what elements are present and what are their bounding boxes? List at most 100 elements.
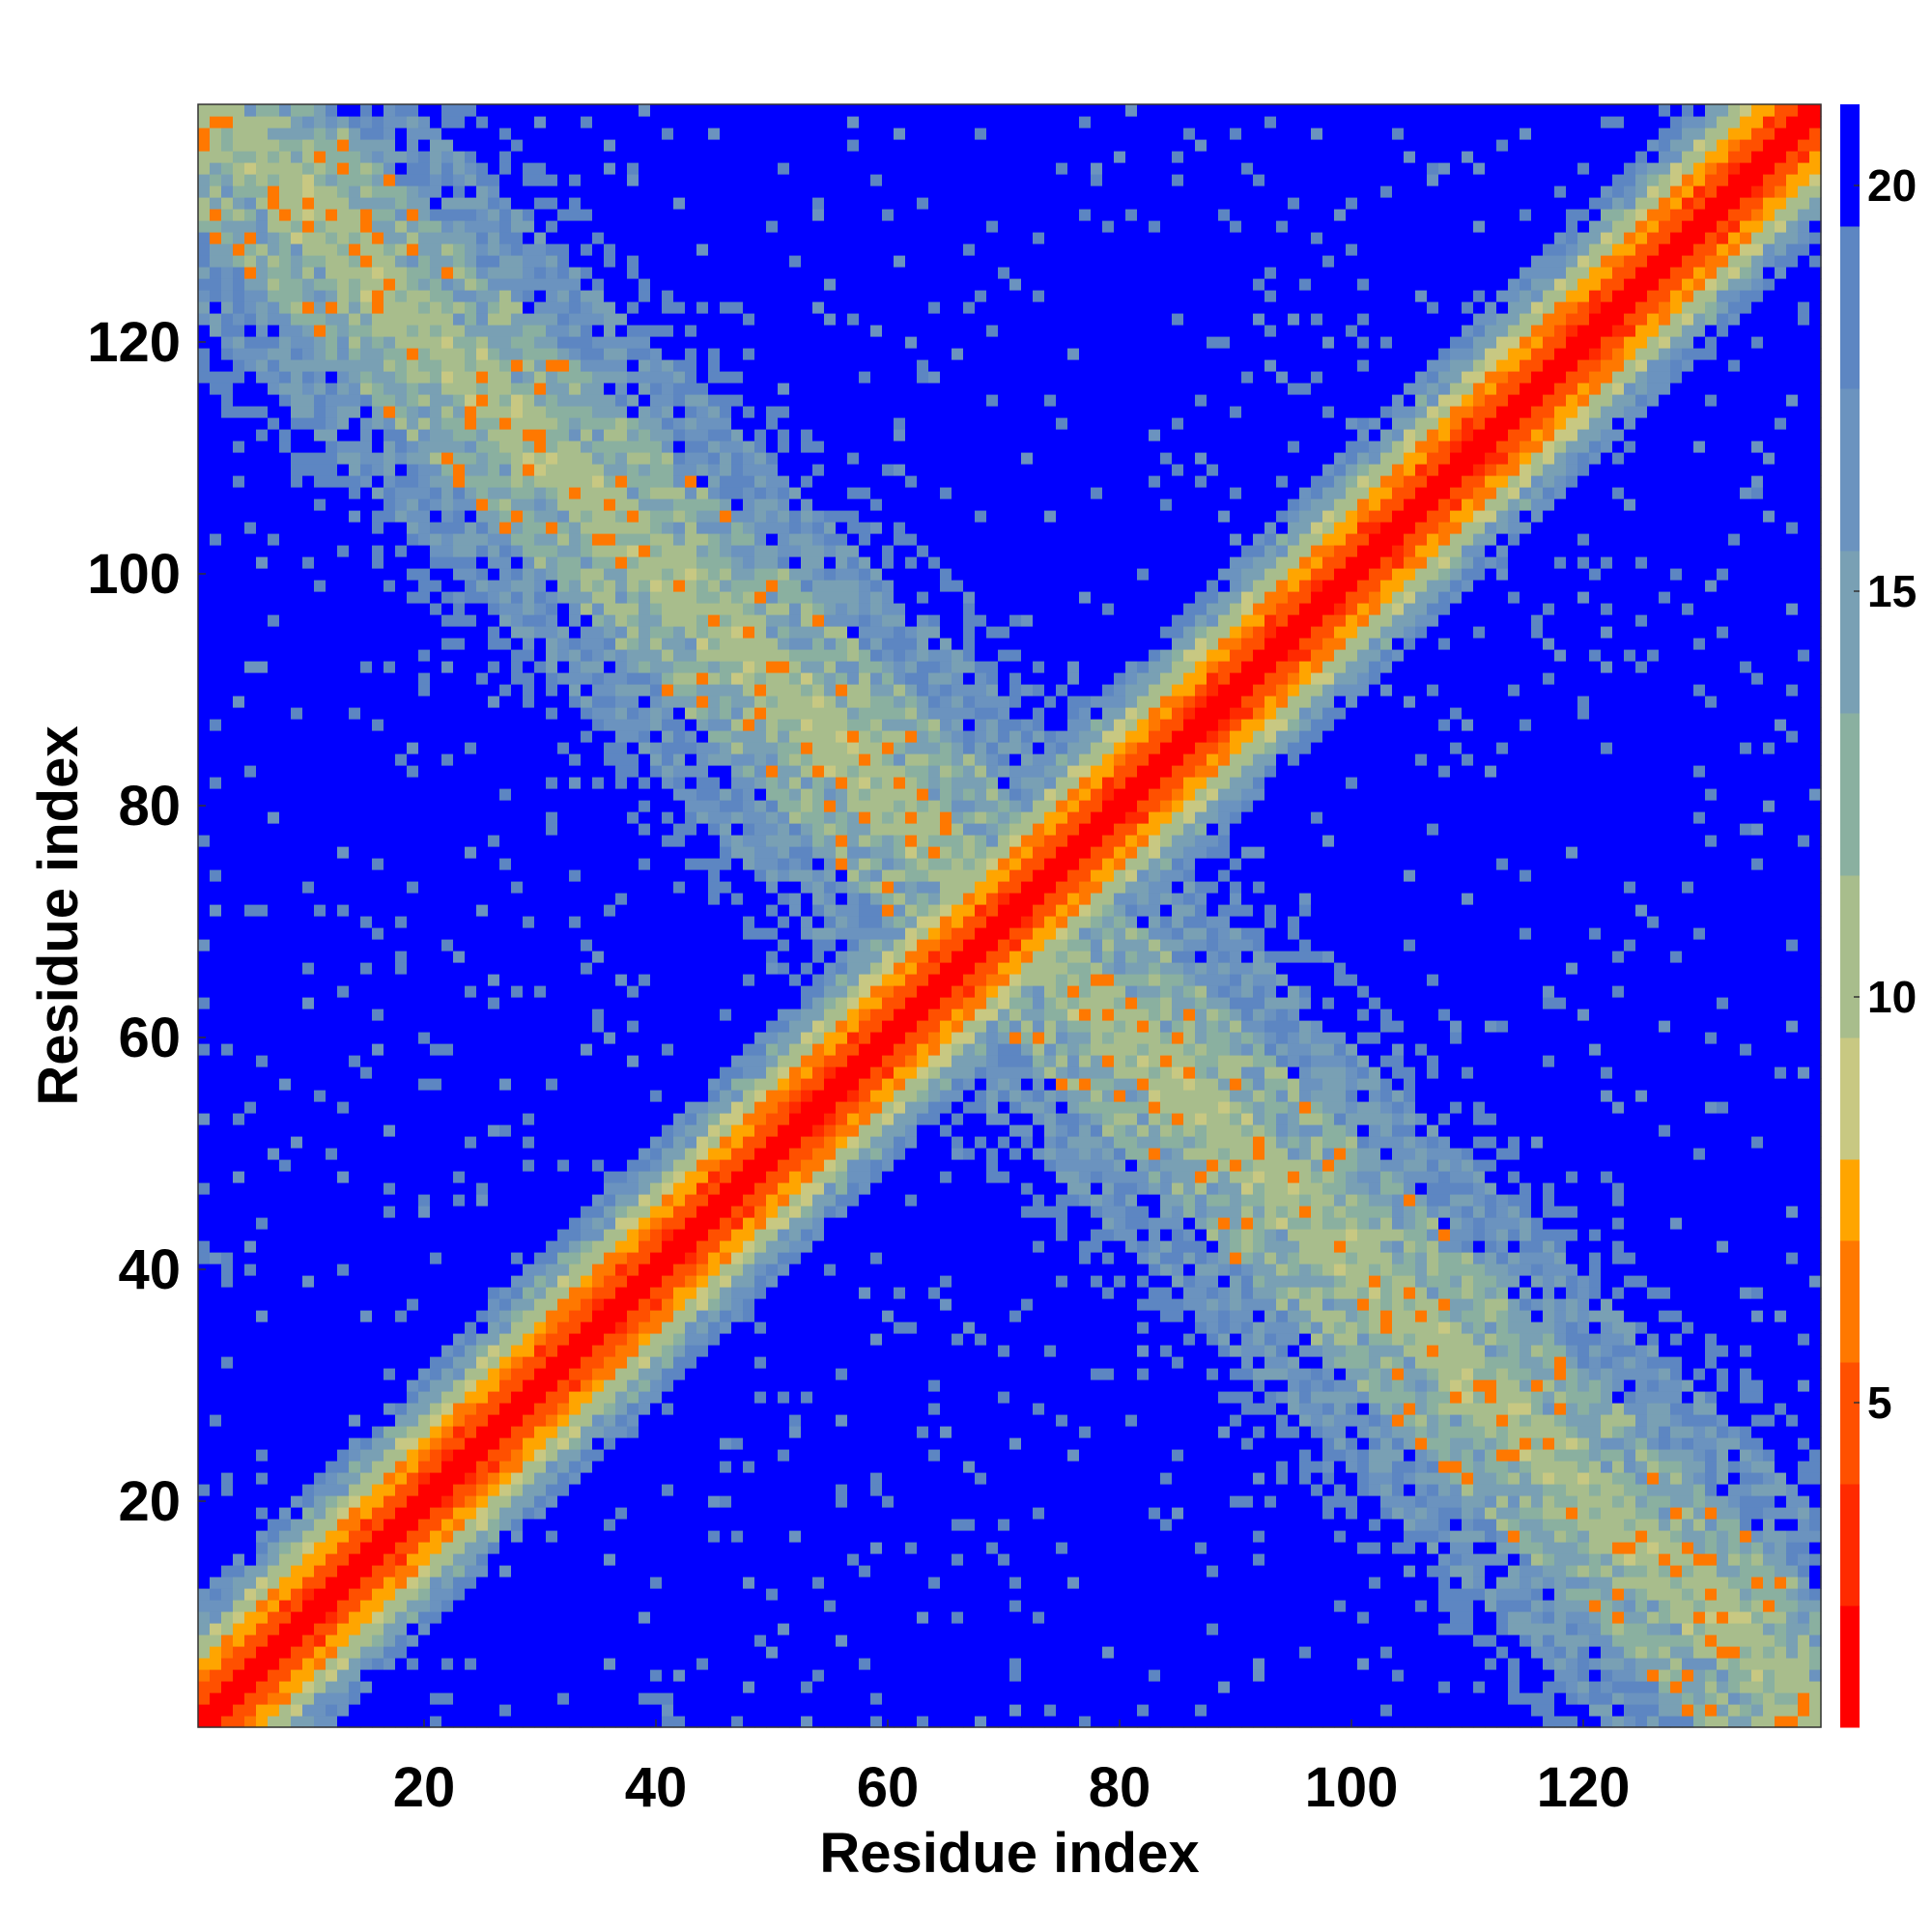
heatmap-cell	[546, 510, 558, 523]
heatmap-cell	[279, 1171, 292, 1183]
heatmap-cell	[384, 1240, 396, 1253]
heatmap-cell	[546, 811, 558, 824]
heatmap-cell	[465, 916, 477, 928]
heatmap-cell	[418, 197, 431, 210]
heatmap-cell	[360, 835, 373, 847]
heatmap-cell	[488, 985, 500, 998]
heatmap-cell	[256, 1623, 269, 1635]
heatmap-cell	[384, 1206, 396, 1218]
heatmap-cell	[592, 1495, 605, 1508]
heatmap-cell	[581, 1171, 593, 1183]
heatmap-cell	[372, 985, 384, 998]
heatmap-cell	[465, 498, 477, 511]
heatmap-cell	[349, 1240, 361, 1253]
heatmap-cell	[476, 1437, 489, 1450]
heatmap-cell	[476, 1449, 489, 1462]
heatmap-cell	[198, 1658, 211, 1670]
heatmap-cell	[476, 1252, 489, 1264]
heatmap-cell	[233, 1623, 245, 1635]
heatmap-cell	[523, 893, 535, 905]
heatmap-cell	[302, 1484, 315, 1496]
heatmap-cell	[384, 267, 396, 279]
heatmap-cell	[418, 429, 431, 441]
heatmap-cell	[523, 858, 535, 870]
heatmap-cell	[581, 232, 593, 244]
heatmap-cell	[534, 1078, 547, 1091]
heatmap-cell	[546, 429, 558, 441]
heatmap-cell	[430, 383, 442, 395]
heatmap-cell	[592, 116, 605, 128]
heatmap-cell	[476, 1704, 489, 1717]
heatmap-cell	[279, 209, 292, 221]
heatmap-cell	[407, 1275, 419, 1288]
heatmap-cell	[453, 858, 466, 870]
heatmap-cell	[465, 1333, 477, 1346]
heatmap-cell	[233, 1634, 245, 1647]
heatmap-cell	[337, 1333, 350, 1346]
heatmap-cell	[441, 1484, 454, 1496]
heatmap-cell	[604, 1692, 616, 1705]
heatmap-cell	[210, 696, 222, 708]
heatmap-cell	[360, 533, 373, 546]
heatmap-cell	[430, 128, 442, 140]
heatmap-cell	[569, 1298, 582, 1311]
heatmap-cell	[337, 951, 350, 963]
heatmap-cell	[268, 1577, 280, 1589]
heatmap-cell	[221, 1611, 234, 1624]
heatmap-cell	[546, 753, 558, 766]
heatmap-cell	[430, 1577, 442, 1589]
heatmap-cell	[581, 1020, 593, 1033]
heatmap-cell	[453, 197, 466, 210]
heatmap-cell	[534, 197, 547, 210]
heatmap-cell	[499, 232, 512, 244]
heatmap-cell	[372, 962, 384, 975]
heatmap-cell	[534, 626, 547, 639]
heatmap-cell	[592, 1704, 605, 1717]
heatmap-cell	[337, 1136, 350, 1149]
heatmap-cell	[488, 881, 500, 894]
heatmap-cell	[314, 649, 327, 662]
heatmap-cell	[546, 1321, 558, 1334]
heatmap-cell	[499, 823, 512, 836]
heatmap-cell	[581, 1449, 593, 1462]
heatmap-cell	[499, 649, 512, 662]
heatmap-cell	[268, 1229, 280, 1241]
heatmap-cell	[569, 1542, 582, 1554]
heatmap-cell	[198, 545, 211, 557]
heatmap-cell	[604, 1159, 616, 1172]
heatmap-cell	[210, 1449, 222, 1462]
heatmap-cell	[534, 1646, 547, 1659]
heatmap-cell	[256, 1530, 269, 1543]
heatmap-cell	[581, 1194, 593, 1207]
heatmap-cell	[291, 1345, 303, 1357]
heatmap-cell	[337, 440, 350, 453]
heatmap-cell	[511, 498, 524, 511]
heatmap-cell	[604, 638, 616, 650]
heatmap-cell	[418, 881, 431, 894]
heatmap-cell	[488, 1101, 500, 1114]
heatmap-cell	[592, 1461, 605, 1473]
heatmap-cell	[407, 1321, 419, 1334]
heatmap-cell	[418, 1113, 431, 1125]
heatmap-cell	[534, 1090, 547, 1102]
heatmap-cell	[291, 1229, 303, 1241]
heatmap-cell	[592, 846, 605, 859]
heatmap-cell	[360, 243, 373, 256]
heatmap-cell	[337, 1368, 350, 1380]
heatmap-cell	[314, 719, 327, 731]
heatmap-cell	[372, 1414, 384, 1427]
heatmap-cell	[534, 545, 547, 557]
heatmap-cell	[291, 881, 303, 894]
heatmap-cell	[384, 777, 396, 789]
heatmap-cell	[488, 753, 500, 766]
heatmap-cell	[314, 951, 327, 963]
heatmap-cell	[569, 429, 582, 441]
heatmap-cell	[465, 278, 477, 291]
heatmap-cell	[430, 464, 442, 476]
heatmap-cell	[418, 858, 431, 870]
heatmap-cell	[499, 128, 512, 140]
heatmap-cell	[360, 1565, 373, 1577]
heatmap-cell	[465, 939, 477, 952]
heatmap-cell	[302, 220, 315, 233]
heatmap-cell	[488, 232, 500, 244]
